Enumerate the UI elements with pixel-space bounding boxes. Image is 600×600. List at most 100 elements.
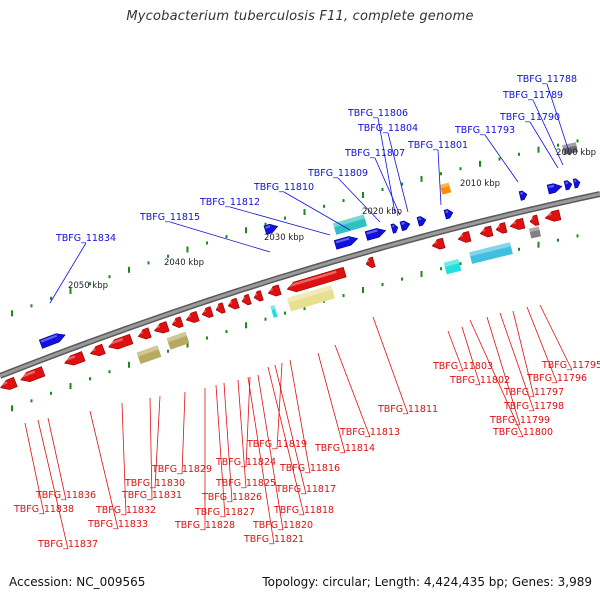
reverse-gene-shape	[267, 284, 282, 297]
reverse-gene-shine	[227, 300, 233, 305]
reverse-gene-label: TBFG_11799	[489, 415, 550, 426]
misc-feature-shine	[166, 331, 187, 343]
forward-gene	[416, 216, 427, 227]
upper-tick	[323, 204, 325, 208]
rna-feature-shine	[469, 242, 511, 257]
reverse-gene-label: TBFG_11797	[503, 387, 564, 398]
forward-gene-shine	[335, 237, 350, 244]
reverse-gene	[137, 327, 152, 340]
reverse-gene-label: TBFG_11821	[243, 534, 304, 545]
misc-feature-shine	[136, 345, 159, 357]
forward-gene-label: TBFG_11801	[407, 140, 468, 151]
reverse-gene-label: TBFG_11817	[275, 484, 336, 495]
reverse-gene-label: TBFG_11825	[215, 478, 276, 489]
reverse-gene-shape	[20, 366, 46, 383]
lower-tick	[284, 311, 286, 315]
forward-gene-label-connector	[529, 121, 559, 169]
reverse-gene-label-connector	[289, 359, 311, 474]
reverse-gene-label-connector	[276, 362, 283, 450]
reverse-gene-shine	[108, 337, 124, 346]
forward-gene-label-connector	[49, 242, 87, 304]
forward-gene-shine	[401, 221, 405, 225]
lower-tick	[167, 349, 169, 353]
reverse-gene-label-connector	[215, 384, 226, 518]
reverse-gene-label-connector	[461, 326, 481, 386]
orange-feature-shape	[439, 182, 452, 195]
reverse-gene-label: TBFG_11838	[13, 504, 74, 515]
upper-tick	[537, 146, 540, 153]
forward-gene-label-connector	[484, 134, 519, 183]
grey-feature-shape	[562, 142, 578, 155]
reverse-gene-shape	[253, 290, 264, 302]
lower-tick	[557, 238, 559, 242]
reverse-gene-label-connector	[257, 374, 284, 531]
lower-tick	[440, 267, 442, 271]
forward-gene-label-connector	[437, 149, 442, 206]
rna-feature	[443, 259, 462, 275]
forward-gene-label-connector	[337, 177, 381, 223]
lower-tick	[108, 370, 111, 374]
forward-gene-shine	[520, 191, 523, 195]
reverse-gene	[286, 266, 347, 293]
forward-gene-label-connector	[169, 221, 271, 253]
reverse-gene	[544, 209, 562, 222]
reverse-gene-shine	[458, 234, 464, 238]
upper-tick	[50, 296, 52, 300]
backbone-line	[0, 192, 600, 378]
accession-label: Accession: NC_009565	[9, 575, 146, 589]
reverse-gene	[479, 225, 494, 238]
rna-feature-shine	[443, 259, 460, 267]
upper-tick	[576, 139, 579, 143]
reverse-gene-label: TBFG_11796	[526, 373, 587, 384]
forward-gene-shine	[548, 184, 555, 189]
reverse-gene-label-connector	[154, 395, 161, 489]
rna-feature-shape	[332, 214, 368, 235]
orange-feature	[439, 182, 452, 195]
reverse-gene-label-connector	[247, 376, 275, 545]
upper-tick	[11, 310, 13, 317]
reverse-gene-shape	[108, 333, 134, 350]
reverse-gene-shape	[185, 310, 200, 323]
upper-tick	[479, 160, 481, 167]
scale-labels: 2000 kbp 2010 kbp 2020 kbp 2030 kbp 2040 kbp…	[68, 148, 596, 291]
reverse-gene	[457, 231, 472, 243]
rna-feature	[469, 242, 513, 264]
reverse-gene	[171, 316, 184, 328]
upper-tick	[459, 167, 462, 171]
lower-tick	[537, 241, 540, 248]
reverse-gene-shape	[365, 256, 376, 269]
reverse-gene-shape	[89, 343, 106, 357]
reverse-gene-label: TBFG_11829	[151, 464, 212, 475]
forward-gene-label-connector	[229, 206, 331, 236]
scale-label: 2040 kbp	[164, 258, 204, 268]
upper-tick	[420, 175, 423, 182]
forward-gene-label: TBFG_11806	[347, 108, 408, 119]
reverse-gene	[227, 297, 240, 310]
reverse-gene-label: TBFG_11816	[279, 463, 340, 474]
reverse-gene-shine	[510, 221, 516, 225]
forward-gene-label: TBFG_11810	[253, 182, 314, 193]
reverse-gene-label: TBFG_11818	[273, 505, 334, 516]
reverse-gene	[0, 376, 18, 390]
forward-gene-shape	[333, 236, 359, 250]
reverse-gene-shape	[201, 306, 214, 318]
upper-tick	[498, 157, 501, 161]
tick-marks	[11, 139, 579, 412]
misc-feature-shape	[136, 345, 162, 364]
reverse-gene-label-connector	[334, 344, 371, 438]
reverse-gene-shape	[457, 231, 472, 243]
reverse-gene-shape	[153, 321, 170, 334]
forward-gene-label-connector	[532, 99, 564, 166]
reverse-gene-label: TBFG_11830	[124, 478, 185, 489]
reverse-gene-label-connector	[486, 316, 521, 426]
reverse-gene	[365, 256, 376, 269]
forward-gene-label-connector	[374, 157, 401, 216]
grey-feature-shape	[528, 226, 542, 239]
lower-tick	[362, 287, 364, 293]
forward-gene-label-connector	[546, 83, 571, 156]
forward-gene-shine	[392, 224, 395, 228]
reverse-gene-label: TBFG_11819	[246, 439, 307, 450]
forward-gene-shine	[574, 179, 577, 183]
reverse-gene-shape	[215, 302, 226, 314]
upper-tick	[206, 241, 208, 245]
